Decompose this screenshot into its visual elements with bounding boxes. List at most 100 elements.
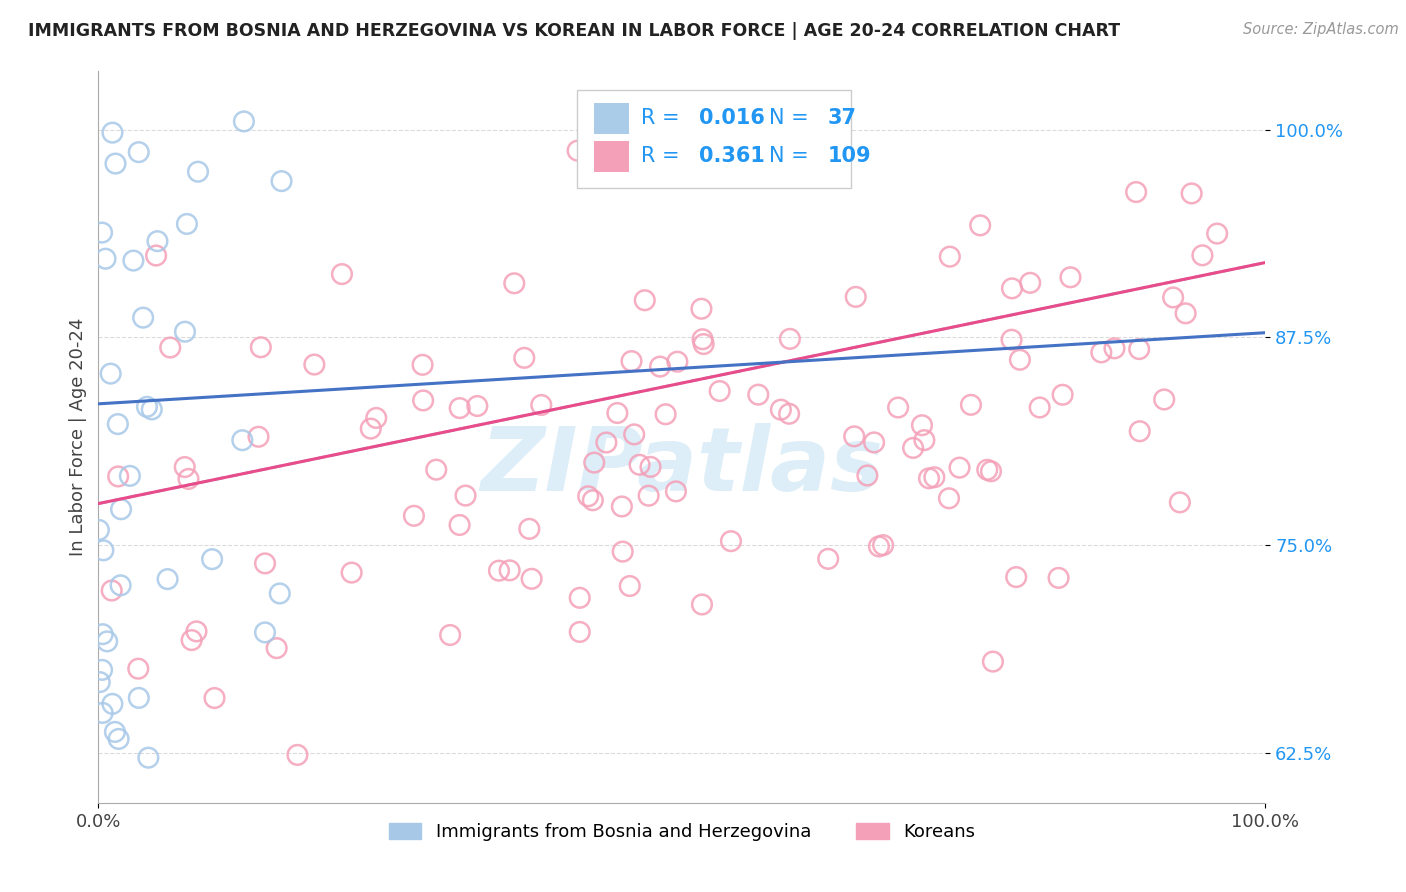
Point xyxy=(174,325,197,339)
Point xyxy=(583,456,606,470)
Text: R =: R = xyxy=(641,146,686,166)
Text: 37: 37 xyxy=(828,108,856,128)
Point xyxy=(118,468,141,483)
Point xyxy=(340,566,363,580)
Point xyxy=(425,463,447,477)
Point xyxy=(1129,424,1152,438)
Point xyxy=(1008,352,1031,367)
Legend: Immigrants from Bosnia and Herzegovina, Koreans: Immigrants from Bosnia and Herzegovina, … xyxy=(381,816,983,848)
Point xyxy=(1028,401,1050,415)
Point xyxy=(156,572,179,586)
Point xyxy=(412,358,434,372)
Point xyxy=(856,468,879,483)
Y-axis label: In Labor Force | Age 20-24: In Labor Force | Age 20-24 xyxy=(69,318,87,557)
Point xyxy=(146,234,169,248)
FancyBboxPatch shape xyxy=(595,141,630,171)
Point xyxy=(1153,392,1175,407)
Point xyxy=(1181,186,1204,201)
Point xyxy=(1001,281,1024,295)
Point xyxy=(330,267,353,281)
Point xyxy=(845,290,868,304)
Point xyxy=(1005,570,1028,584)
FancyBboxPatch shape xyxy=(595,103,630,134)
Point xyxy=(127,662,149,676)
Point xyxy=(1168,495,1191,509)
Point xyxy=(250,340,273,354)
Point xyxy=(159,341,181,355)
Point xyxy=(620,354,643,368)
Point xyxy=(186,624,208,639)
Point xyxy=(1174,306,1197,320)
Point xyxy=(582,493,605,508)
Point xyxy=(366,411,388,425)
Point xyxy=(176,217,198,231)
Point xyxy=(110,502,132,516)
Point xyxy=(136,400,159,414)
Point xyxy=(1000,333,1022,347)
Point xyxy=(107,417,129,431)
Point xyxy=(1191,248,1213,262)
Point xyxy=(360,421,382,435)
Point xyxy=(619,579,641,593)
Point xyxy=(498,563,520,577)
Point xyxy=(138,750,160,764)
Point xyxy=(692,337,714,351)
Point xyxy=(204,691,226,706)
Point xyxy=(101,697,124,711)
Point xyxy=(503,277,526,291)
Point xyxy=(887,401,910,415)
Point xyxy=(145,248,167,262)
Point xyxy=(634,293,657,308)
Point xyxy=(976,463,998,477)
Point xyxy=(454,489,477,503)
Point xyxy=(402,508,425,523)
Point xyxy=(465,399,488,413)
Point xyxy=(769,402,792,417)
Point xyxy=(901,441,924,455)
Point xyxy=(187,164,209,178)
Point xyxy=(981,655,1004,669)
Point xyxy=(980,464,1002,478)
Point xyxy=(94,252,117,266)
Point xyxy=(89,675,111,690)
Point xyxy=(623,427,645,442)
Point xyxy=(253,557,276,571)
Point xyxy=(654,407,676,421)
Point xyxy=(93,543,115,558)
Point xyxy=(100,583,122,598)
Point xyxy=(132,310,155,325)
Point xyxy=(576,489,599,503)
Point xyxy=(779,332,801,346)
Point xyxy=(568,591,591,605)
Point xyxy=(141,402,163,417)
Text: Source: ZipAtlas.com: Source: ZipAtlas.com xyxy=(1243,22,1399,37)
Point xyxy=(1128,342,1150,356)
Point xyxy=(100,367,122,381)
Point xyxy=(269,586,291,600)
Point xyxy=(595,435,617,450)
Point xyxy=(87,523,110,537)
Point xyxy=(91,706,114,720)
Point xyxy=(610,500,633,514)
Point xyxy=(266,641,288,656)
Point xyxy=(1047,571,1070,585)
Point xyxy=(912,433,935,447)
Point xyxy=(1059,270,1081,285)
Point xyxy=(568,624,591,639)
Point xyxy=(924,470,946,484)
Point xyxy=(690,301,713,316)
Point xyxy=(648,359,671,374)
Text: 109: 109 xyxy=(828,146,872,166)
Point xyxy=(844,429,866,443)
Point xyxy=(173,460,195,475)
Point xyxy=(91,226,114,240)
Point xyxy=(201,552,224,566)
Point xyxy=(513,351,536,365)
Point xyxy=(177,472,200,486)
FancyBboxPatch shape xyxy=(576,90,851,188)
Point xyxy=(96,634,118,648)
Point xyxy=(287,747,309,762)
Point xyxy=(1125,185,1147,199)
Point xyxy=(412,393,434,408)
Point xyxy=(863,435,886,450)
